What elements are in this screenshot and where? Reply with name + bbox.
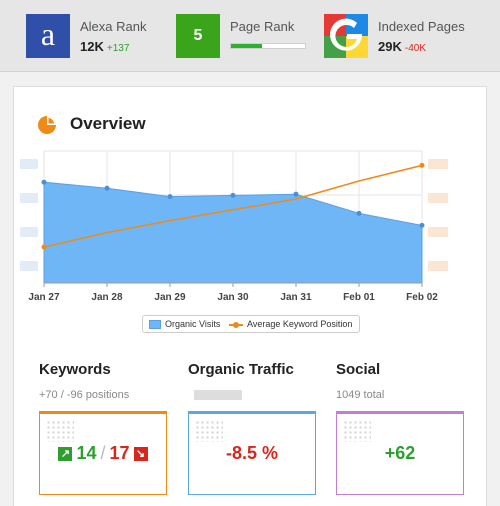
dot-pattern	[343, 420, 371, 442]
legend-label-keyword-position[interactable]: Average Keyword Position	[247, 319, 353, 329]
point-organic-visits	[419, 222, 425, 228]
page-rank-bar	[230, 43, 306, 49]
page-rank-metric[interactable]: 5 Page Rank	[176, 12, 316, 60]
chart-legend: Organic Visits Average Keyword Position	[142, 315, 360, 333]
social-subtitle: 1049 total	[336, 389, 385, 401]
x-tick-label: Feb 02	[406, 292, 438, 303]
point-organic-visits	[293, 191, 299, 197]
series-line-keyword-position	[43, 164, 423, 248]
keywords-value: ↗ 14 / 17 ↘	[40, 443, 166, 464]
y-axis-left-redacted-label	[20, 261, 38, 271]
y-axis-right-redacted-label	[428, 159, 448, 169]
y-axis-left-redacted-label	[20, 227, 38, 237]
point-keyword-position	[419, 162, 425, 168]
alexa-rank-value: 12K +137	[80, 39, 130, 54]
y-axis-right-redacted-label	[428, 227, 448, 237]
y-axis-right-redacted-label	[428, 261, 448, 271]
pie-chart-icon	[38, 116, 56, 134]
page-rank-bar-fill	[231, 44, 263, 48]
alexa-rank-metric[interactable]: a Alexa Rank 12K +137	[26, 12, 156, 60]
dot-pattern	[195, 420, 223, 442]
x-tick-label: Jan 29	[154, 292, 186, 303]
keywords-down-count: 17	[109, 443, 130, 463]
keywords-title: Keywords	[39, 361, 111, 378]
alexa-a-icon: a	[26, 14, 70, 58]
arrow-up-icon: ↗	[58, 446, 73, 461]
x-tick-label: Jan 28	[91, 292, 123, 303]
dot-pattern	[46, 420, 74, 442]
social-title: Social	[336, 361, 381, 378]
y-axis-left-redacted-label	[20, 193, 38, 203]
organic-traffic-box[interactable]: -8.5 %	[188, 411, 316, 495]
overview-chart: Jan 27 Jan 28 Jan 29 Jan 30 Jan 31 Feb 01 Feb …	[20, 150, 448, 303]
y-axis-left-redacted-label	[20, 159, 38, 169]
organic-traffic-box-accent	[188, 411, 316, 414]
x-tick-label: Jan 30	[217, 292, 249, 303]
overview-card: Overview Jan 27 Jan 28 Jan 29 Jan 30 Jan 31 F…	[13, 86, 487, 506]
point-organic-visits	[356, 210, 362, 216]
organic-traffic-value: -8.5 %	[225, 443, 279, 463]
keywords-box-accent	[39, 411, 167, 414]
keywords-box[interactable]: ↗ 14 / 17 ↘	[39, 411, 167, 495]
social-box[interactable]: +62	[336, 411, 464, 495]
legend-swatch-organic-visits	[149, 320, 161, 329]
social-box-accent	[336, 411, 464, 414]
point-organic-visits	[104, 185, 110, 191]
legend-label-organic-visits[interactable]: Organic Visits	[165, 319, 221, 329]
pagerank-icon: 5	[176, 14, 220, 58]
organic-traffic-title: Organic Traffic	[188, 361, 294, 378]
y-axis-right-redacted-label	[428, 193, 448, 203]
series-area-organic-visits	[43, 181, 423, 284]
keywords-subtitle: +70 / -96 positions	[39, 389, 130, 401]
x-tick-label: Jan 31	[280, 292, 312, 303]
organic-traffic-subtitle-redacted	[194, 390, 242, 400]
keywords-separator: /	[100, 443, 106, 463]
keywords-up-count: 14	[76, 443, 97, 463]
alexa-rank-label: Alexa Rank	[80, 19, 147, 34]
point-organic-visits	[41, 179, 47, 185]
overview-title: Overview	[70, 114, 146, 133]
legend-dot-keyword-position	[233, 322, 239, 328]
google-icon	[324, 14, 368, 58]
alexa-rank-delta: +137	[106, 43, 130, 54]
arrow-down-icon: ↘	[133, 446, 148, 461]
page-rank-label: Page Rank	[230, 19, 295, 34]
x-tick-label: Feb 01	[343, 292, 375, 303]
x-tick-label: Jan 27	[28, 292, 60, 303]
metrics-bar: a Alexa Rank 12K +137 5 Page Rank Indexed…	[0, 0, 500, 72]
indexed-pages-metric[interactable]: Indexed Pages 29K -40K	[324, 12, 484, 60]
point-organic-visits	[167, 194, 173, 200]
indexed-pages-delta: -40K	[404, 43, 426, 54]
social-value: +62	[384, 443, 416, 463]
point-organic-visits	[230, 192, 236, 198]
indexed-pages-value: 29K -40K	[378, 39, 426, 54]
point-keyword-position	[41, 244, 47, 250]
indexed-pages-label: Indexed Pages	[378, 19, 465, 34]
